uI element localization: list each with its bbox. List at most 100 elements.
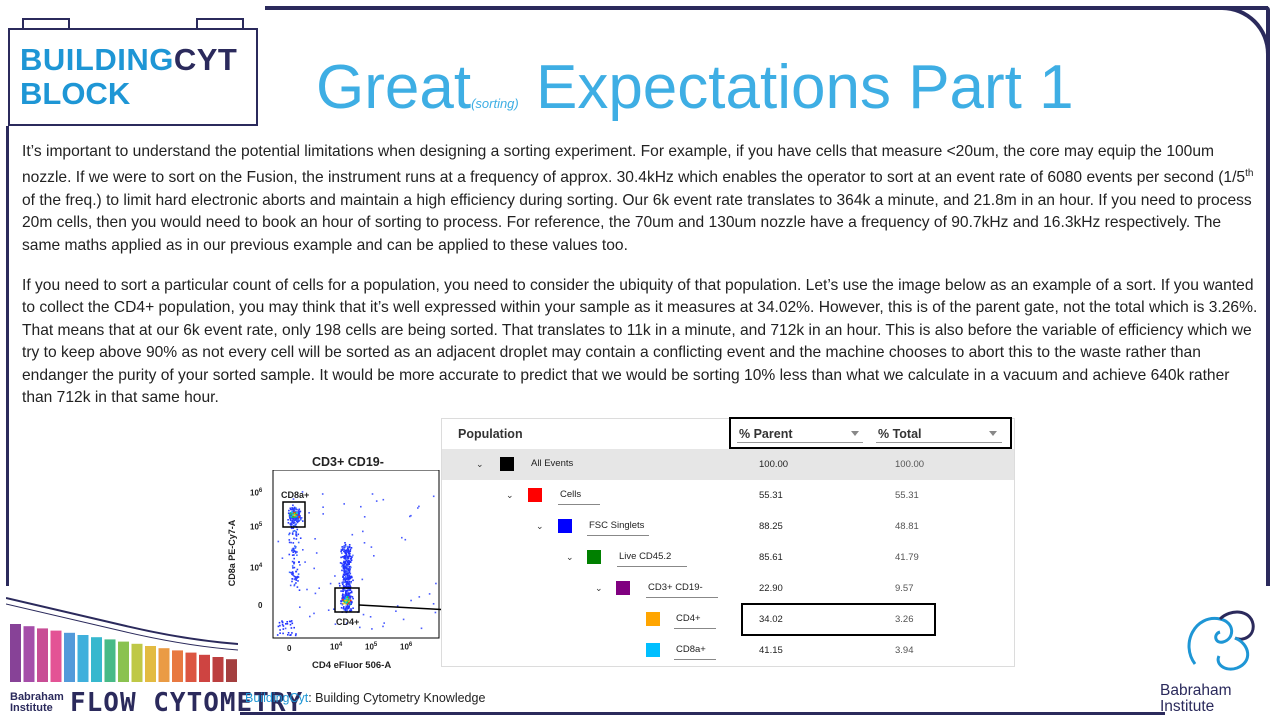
event-dot — [346, 575, 349, 577]
event-dot — [341, 556, 344, 558]
event-dot — [306, 588, 308, 591]
table-row[interactable]: CD4+ 34.02 3.26 — [442, 604, 1014, 635]
event-dot — [293, 566, 296, 569]
chevron-down-icon[interactable]: ⌄ — [536, 521, 544, 531]
event-dot — [348, 601, 350, 604]
color-swatch — [616, 581, 630, 595]
x-tick-label: 104 — [330, 642, 343, 652]
event-dot — [334, 575, 336, 577]
event-dot — [347, 551, 349, 553]
event-dot — [291, 565, 294, 567]
event-dot — [292, 511, 295, 514]
event-dot — [339, 585, 341, 587]
event-dot — [350, 608, 352, 610]
event-dot — [292, 515, 294, 518]
event-dot — [279, 629, 281, 631]
population-name: Cells — [560, 489, 582, 500]
chevron-down-icon[interactable]: ⌄ — [595, 583, 603, 593]
sort-chevron-icon[interactable] — [989, 431, 997, 436]
babraham-logo-right: Babraham Institute — [1160, 682, 1232, 715]
event-dot — [288, 571, 291, 574]
event-dot — [343, 594, 346, 596]
event-dot — [345, 585, 348, 587]
event-dot — [347, 593, 350, 595]
event-dot — [348, 577, 351, 579]
event-dot — [339, 562, 342, 564]
event-dot — [344, 542, 346, 544]
event-dot — [342, 582, 344, 584]
population-hierarchy-table: Population % Parent % Total ⌄ All Events… — [441, 418, 1015, 667]
event-dot — [375, 500, 378, 502]
event-dot — [346, 596, 349, 598]
table-row[interactable]: ⌄ CD3+ CD19- 22.90 9.57 — [442, 573, 1014, 604]
event-dot — [290, 620, 293, 622]
event-dot — [343, 561, 346, 563]
table-row[interactable]: ⌄ Live CD45.2 85.61 41.79 — [442, 542, 1014, 573]
event-dot — [290, 627, 293, 629]
event-dot — [342, 583, 344, 586]
event-dot — [343, 566, 345, 569]
event-dot — [296, 508, 298, 511]
color-swatch — [528, 488, 542, 502]
event-dot — [291, 533, 294, 535]
event-dot — [293, 550, 295, 553]
event-dot — [342, 579, 345, 581]
event-dot — [296, 551, 298, 553]
table-row[interactable]: ⌄ All Events 100.00 100.00 — [442, 449, 1014, 480]
event-dot — [350, 609, 353, 612]
graphic-bar — [145, 646, 156, 682]
event-dot — [297, 515, 299, 518]
event-dot — [343, 545, 345, 547]
paragraph-population-ubiquity: If you need to sort a particular count o… — [22, 277, 1258, 407]
event-dot — [329, 582, 332, 585]
column-population: Population — [458, 427, 523, 441]
table-row[interactable]: CD8a+ 41.15 3.94 — [442, 635, 1014, 666]
parent-percent: 41.15 — [759, 645, 783, 656]
chevron-down-icon[interactable]: ⌄ — [506, 490, 514, 500]
event-dot — [342, 598, 344, 601]
event-dot — [349, 592, 352, 594]
chevron-down-icon[interactable]: ⌄ — [566, 552, 574, 562]
event-dot — [345, 597, 347, 599]
sort-chevron-icon[interactable] — [851, 431, 859, 436]
chevron-down-icon[interactable]: ⌄ — [476, 459, 484, 469]
event-dot — [362, 530, 364, 533]
event-dot — [350, 558, 352, 560]
event-dot — [282, 625, 285, 627]
event-dot — [342, 602, 344, 605]
event-dot — [345, 601, 348, 604]
event-dot — [349, 600, 352, 603]
event-dot — [345, 573, 347, 576]
total-percent: 55.31 — [895, 490, 919, 501]
graphic-bar — [212, 657, 224, 682]
event-dot — [291, 578, 293, 580]
event-dot — [340, 549, 343, 552]
event-dot — [343, 562, 346, 565]
event-dot — [288, 541, 291, 544]
event-dot — [292, 527, 295, 529]
graphic-bar — [226, 659, 237, 682]
column-total[interactable]: % Total — [878, 427, 922, 441]
column-parent[interactable]: % Parent — [739, 427, 793, 441]
table-row[interactable]: ⌄ Cells 55.31 55.31 — [442, 480, 1014, 511]
event-dot — [344, 599, 347, 602]
event-dot — [290, 571, 292, 574]
event-dot — [371, 628, 373, 630]
plot-x-axis-label: CD4 eFluor 506-A — [312, 660, 392, 671]
event-dot — [292, 542, 295, 544]
event-dot — [293, 520, 295, 522]
x-tick-label: 0 — [287, 644, 292, 653]
event-dot — [362, 613, 365, 616]
event-dot — [296, 528, 299, 531]
event-dot — [287, 519, 289, 521]
event-dot — [288, 553, 291, 556]
frame-top-border — [265, 6, 1268, 10]
table-row[interactable]: ⌄ FSC Singlets 88.25 48.81 — [442, 511, 1014, 542]
event-dot — [293, 509, 296, 512]
event-dot — [344, 556, 347, 558]
event-dot — [291, 516, 294, 518]
event-dot — [292, 514, 294, 516]
event-dot — [346, 604, 349, 606]
buildingcyt-block-logo: BUILDINGCYT BLOCK — [8, 8, 260, 126]
population-name: CD8a+ — [676, 644, 706, 655]
